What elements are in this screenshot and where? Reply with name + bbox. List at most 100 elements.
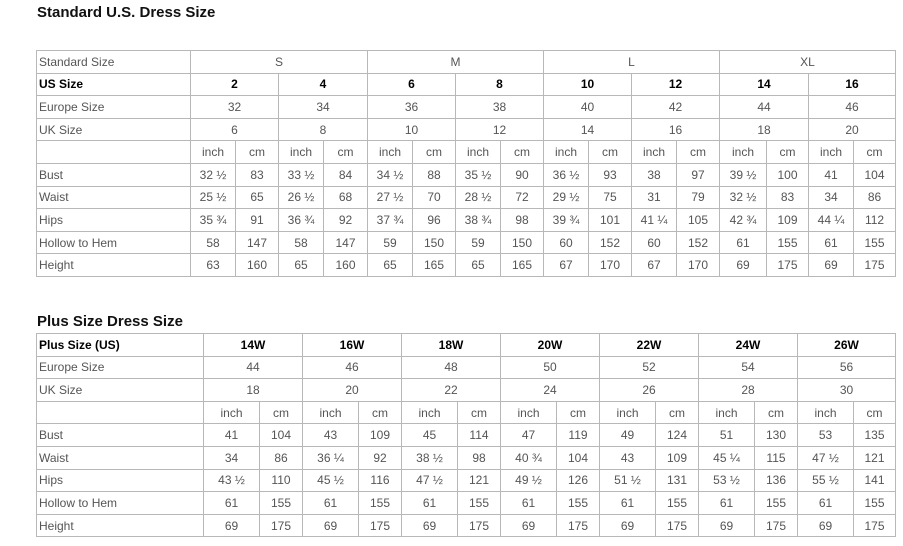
table-cell: 51 <box>698 423 755 447</box>
table-cell: 61 <box>808 230 855 255</box>
table-cell: cm <box>655 400 699 425</box>
table-cell: 47 ½ <box>797 445 854 470</box>
table-cell: cm <box>588 140 633 164</box>
table-cell: 30 <box>797 378 896 402</box>
row-label: US Size <box>36 72 191 97</box>
table-cell: 96 <box>412 208 457 232</box>
table-cell: inch <box>190 140 236 164</box>
table-row: inch cm inch cm inch cm inch cm inch cm inch cm inch… <box>36 140 897 164</box>
table-row: Standard Size S M L XL <box>36 50 897 74</box>
table-cell: inch <box>367 140 414 164</box>
table-cell: 20W <box>500 333 600 357</box>
table-title: Plus Size Dress Size <box>37 313 183 330</box>
table-cell: 32 <box>190 95 279 119</box>
table-cell: cm <box>853 400 896 425</box>
table-cell: 46 <box>808 95 897 119</box>
table-cell: 38 ½ <box>401 445 458 470</box>
table-cell: 69 <box>698 513 755 538</box>
table-cell: 90 <box>500 162 545 187</box>
table-cell: 36 <box>367 95 457 119</box>
table-cell: 58 <box>278 230 324 255</box>
table-cell: 101 <box>588 208 633 232</box>
table-cell: 28 ½ <box>455 185 502 210</box>
table-cell: 29 ½ <box>543 185 590 210</box>
table-cell: 20 <box>302 378 402 402</box>
table-cell: 16W <box>302 333 402 357</box>
table-cell: 44 ¼ <box>808 208 855 232</box>
table-cell: 109 <box>766 208 810 232</box>
row-label: Bust <box>36 162 191 187</box>
table-cell: 121 <box>853 445 896 470</box>
table-cell: 72 <box>500 185 545 210</box>
table-cell: 104 <box>556 445 600 470</box>
table-row: Bust 32 ½ 83 33 ½ 84 34 ½ 88 35 ½ 90 36 ½ 93 38 97 39… <box>36 162 897 187</box>
table-cell: 69 <box>719 253 768 277</box>
table-cell: cm <box>322 140 369 164</box>
table-cell: 155 <box>754 491 798 515</box>
table-cell: 119 <box>556 423 600 447</box>
table-cell: 150 <box>500 230 545 255</box>
table-cell: 24 <box>500 378 600 402</box>
table-cell: 175 <box>457 513 501 538</box>
table-cell: 59 <box>367 230 414 255</box>
table-cell: cm <box>556 400 600 425</box>
table-cell: 155 <box>457 491 501 515</box>
table-row: US Size 2 4 6 8 10 12 14 16 <box>36 72 897 97</box>
table-cell: 14 <box>719 72 810 97</box>
table-cell: 26 ½ <box>278 185 324 210</box>
table-cell: 14 <box>543 117 633 142</box>
table-cell: 70 <box>412 185 457 210</box>
table-cell: 175 <box>754 513 798 538</box>
table-cell: 58 <box>190 230 236 255</box>
table-cell: 155 <box>766 230 810 255</box>
table-cell: 27 ½ <box>367 185 414 210</box>
table-cell: 48 <box>401 355 501 380</box>
table-cell: 18W <box>401 333 501 357</box>
table-cell: 50 <box>500 355 600 380</box>
table-cell: 83 <box>766 185 810 210</box>
table-cell: 61 <box>203 491 260 515</box>
table-cell: 34 <box>203 445 260 470</box>
table-row: Europe Size 44 46 48 50 52 54 56 <box>36 355 896 380</box>
table-row: Europe Size 32 34 36 38 40 42 44 46 <box>36 95 897 119</box>
row-label: Height <box>36 513 204 538</box>
row-label: Standard Size <box>36 50 191 74</box>
table-cell: 34 <box>277 95 369 119</box>
table-cell: 54 <box>698 355 798 380</box>
table-row: Bust 41 104 43 109 45 114 47 119 49 124 51 130 53 135 <box>36 423 896 447</box>
table-cell: 43 <box>302 423 359 447</box>
row-label: Waist <box>36 445 204 470</box>
table-title: Standard U.S. Dress Size <box>37 4 216 21</box>
table-row: Plus Size (US) 14W 16W 18W 20W 22W 24W 26W <box>36 333 896 357</box>
table-cell: inch <box>797 400 854 425</box>
table-cell: inch <box>698 400 755 425</box>
table-cell: 155 <box>655 491 699 515</box>
table-cell: 104 <box>853 162 897 187</box>
table-cell: 91 <box>235 208 279 232</box>
table-cell: 26W <box>797 333 896 357</box>
table-cell: 175 <box>655 513 699 538</box>
table-cell: 165 <box>412 253 457 277</box>
row-label: Hips <box>36 208 191 232</box>
table-cell: 36 ¼ <box>302 445 359 470</box>
table-cell: 18 <box>719 117 810 142</box>
table-cell: inch <box>278 140 324 164</box>
row-label: Height <box>36 253 191 277</box>
row-label: Europe Size <box>36 95 191 119</box>
table-cell: 175 <box>259 513 303 538</box>
row-label: UK Size <box>36 378 204 402</box>
table-cell: 42 ¾ <box>719 208 768 232</box>
table-cell: 170 <box>588 253 633 277</box>
table-cell: 39 ½ <box>719 162 768 187</box>
table-cell: 131 <box>655 468 699 493</box>
table-cell: 6 <box>367 72 457 97</box>
table-cell: 110 <box>259 468 303 493</box>
table-cell: 83 <box>235 162 279 187</box>
row-label: Europe Size <box>36 355 204 380</box>
table-cell: 155 <box>853 230 897 255</box>
table-cell: L <box>543 50 721 74</box>
table-cell: 67 <box>631 253 678 277</box>
row-label: Waist <box>36 185 191 210</box>
table-cell: 115 <box>754 445 798 470</box>
table-cell: 61 <box>401 491 458 515</box>
